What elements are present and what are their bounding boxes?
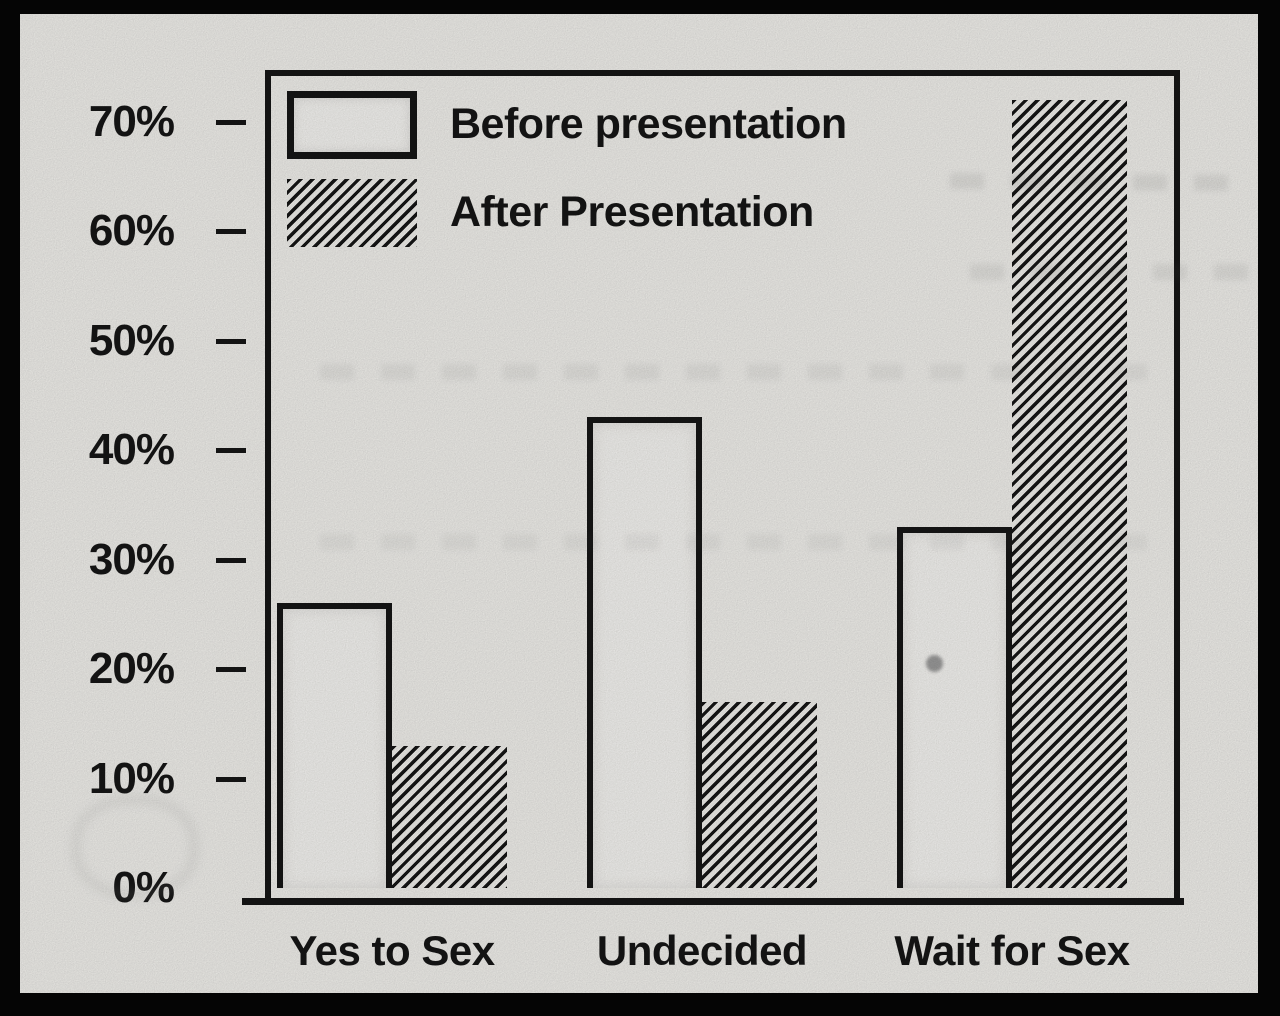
y-tick-label-50: 50% bbox=[88, 315, 175, 365]
scan-bleedthrough-ghost bbox=[72, 796, 198, 898]
y-axis-line bbox=[265, 70, 271, 905]
bar-after-yes-to-sex bbox=[392, 746, 507, 888]
bar-before-wait-for-sex bbox=[897, 527, 1012, 888]
y-tick-40 bbox=[216, 448, 246, 454]
y-tick-label-30: 30% bbox=[88, 534, 175, 584]
bar-before-undecided bbox=[587, 417, 702, 888]
y-tick-70 bbox=[216, 120, 246, 125]
y-tick-20 bbox=[216, 667, 246, 673]
bar-after-wait-for-sex bbox=[1012, 100, 1127, 888]
y-tick-label-70: 70% bbox=[88, 97, 175, 146]
y-tick-60 bbox=[216, 229, 246, 235]
y-tick-label-60: 60% bbox=[88, 206, 175, 256]
plot-border-top bbox=[265, 70, 1180, 76]
y-tick-50 bbox=[216, 338, 246, 344]
legend-label-before: Before presentation bbox=[450, 100, 847, 148]
bar-before-yes-to-sex bbox=[277, 603, 392, 888]
y-tick-label-40: 40% bbox=[88, 425, 175, 475]
legend-label-after: After Presentation bbox=[450, 188, 814, 236]
legend-swatch-after-hatched bbox=[287, 179, 417, 247]
y-tick-label-20: 20% bbox=[88, 644, 175, 694]
bar-after-undecided bbox=[702, 702, 817, 888]
x-axis-line bbox=[242, 898, 1184, 905]
y-tick-30 bbox=[216, 557, 246, 563]
plot-border-right bbox=[1174, 70, 1180, 905]
paper-background: 70% 60% 50% 40% 30% 20% 10% 0% Yes to Sex Undeci… bbox=[20, 14, 1258, 993]
x-category-label-3: Wait for Sex bbox=[894, 927, 1130, 974]
legend-swatch-before-solid bbox=[287, 91, 417, 159]
scan-artifact-dot bbox=[926, 655, 943, 672]
y-tick-10 bbox=[216, 776, 246, 782]
